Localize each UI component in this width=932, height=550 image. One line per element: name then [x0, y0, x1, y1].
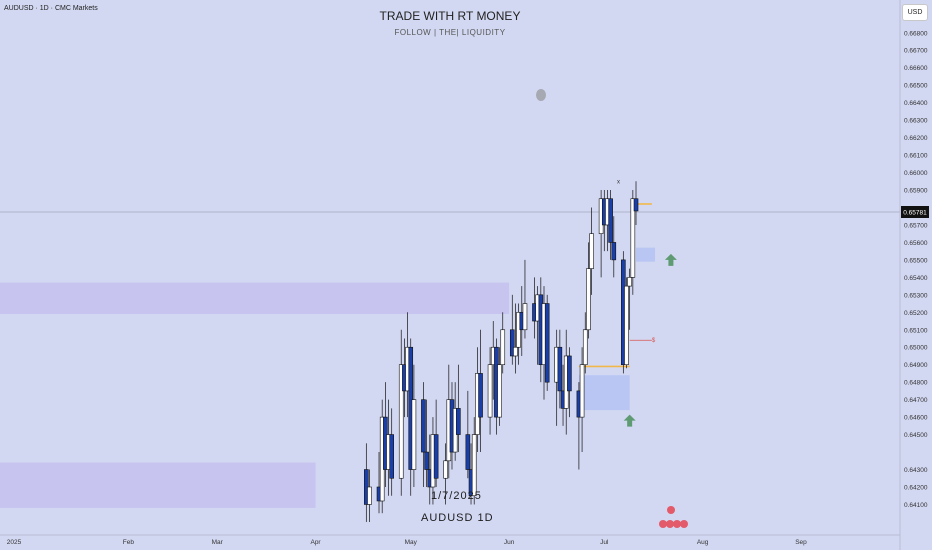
- price-tick-label: 0.65600: [904, 240, 928, 247]
- watermark-date: 1/7/2025: [431, 490, 482, 502]
- symbol-label: AUDUSD · 1D · CMC Markets: [4, 5, 98, 12]
- zone-purple: [0, 282, 510, 315]
- candle: [557, 329, 563, 409]
- current-price-tag: 0.65781: [901, 206, 929, 218]
- price-tick-label: 0.65400: [904, 275, 928, 282]
- zone-blue: [578, 375, 630, 411]
- price-tick-label: 0.65200: [904, 310, 928, 317]
- candle: [471, 417, 477, 505]
- candle: [500, 312, 506, 374]
- zones-layer: [0, 247, 656, 508]
- candle: [487, 347, 493, 435]
- candle: [624, 277, 629, 369]
- time-tick-label: Mar: [212, 539, 224, 546]
- price-tick-label: 0.65700: [904, 222, 928, 229]
- price-tick-label: 0.66000: [904, 170, 928, 177]
- candle: [367, 469, 372, 522]
- price-tick-label: 0.65000: [904, 345, 928, 352]
- candle: [513, 303, 518, 374]
- price-tick-label: 0.66700: [904, 48, 928, 55]
- price-tick-label: 0.65900: [904, 188, 928, 195]
- price-tick-label: 0.64500: [904, 432, 928, 439]
- price-tick-label: 0.66100: [904, 153, 928, 160]
- annotation-label: $: [652, 338, 656, 344]
- candle: [586, 242, 591, 339]
- candle: [567, 347, 572, 418]
- price-axis: 0.66800 0.66700 0.66600 0.66500 0.66400 0.663…: [904, 30, 928, 509]
- price-tick-label: 0.66600: [904, 65, 928, 72]
- candle: [630, 190, 636, 295]
- price-tick-label: 0.66400: [904, 100, 928, 107]
- zone-blue: [636, 247, 656, 262]
- time-tick-label: Aug: [697, 539, 709, 546]
- candle: [633, 181, 639, 225]
- price-tick-label: 0.64900: [904, 362, 928, 369]
- annotations-layer: $x: [617, 179, 677, 427]
- candle: [389, 408, 395, 496]
- time-axis: 2025 Feb Mar Apr May Jun Jul Aug Sep: [7, 539, 807, 546]
- annotation-label: x: [617, 179, 620, 185]
- watermark-pair: AUDUSD 1D: [421, 512, 494, 524]
- candle: [589, 207, 594, 295]
- price-tick-label: 0.64800: [904, 380, 928, 387]
- candle: [579, 347, 585, 453]
- time-tick-label: May: [405, 539, 418, 546]
- chart-subtitle: FOLLOW | THE| LIQUIDITY: [394, 28, 506, 37]
- candle: [608, 190, 613, 260]
- time-tick-label: Jul: [600, 539, 609, 546]
- time-tick-label: Jun: [504, 539, 515, 546]
- candle: [443, 443, 448, 505]
- candle: [627, 268, 632, 330]
- candle: [465, 390, 471, 479]
- gray-dot-marker: [536, 89, 546, 101]
- candle: [456, 364, 461, 453]
- candle: [398, 329, 404, 496]
- event-icons[interactable]: [659, 506, 688, 528]
- time-tick-label: Feb: [123, 539, 135, 546]
- candle: [364, 443, 369, 522]
- candle: [478, 329, 483, 453]
- price-tick-label: 0.66800: [904, 30, 928, 37]
- candle: [411, 364, 417, 487]
- candle: [421, 382, 426, 487]
- zone-purple: [0, 462, 316, 508]
- price-tick-label: 0.65300: [904, 292, 928, 299]
- chart-title: TRADE WITH RT MONEY: [379, 9, 521, 23]
- time-tick-label: Sep: [795, 539, 807, 546]
- levels-layer: [578, 203, 652, 368]
- price-tick-label: 0.66200: [904, 135, 928, 142]
- arrow-up-icon: [623, 414, 636, 427]
- candle: [497, 347, 502, 426]
- price-tick-label: 0.65500: [904, 257, 928, 264]
- time-tick-label: 2025: [7, 539, 22, 546]
- candle: [611, 216, 617, 278]
- candle: [544, 294, 550, 391]
- price-tick-label: 0.64100: [904, 502, 928, 509]
- candle: [433, 399, 439, 487]
- candles-layer: [364, 181, 639, 522]
- price-tick-label: 0.66300: [904, 118, 928, 125]
- time-tick-label: Apr: [310, 539, 321, 546]
- currency-button[interactable]: USD: [902, 4, 928, 21]
- price-tick-label: 0.64200: [904, 485, 928, 492]
- price-tick-label: 0.64700: [904, 397, 928, 404]
- current-price-value: 0.65781: [903, 210, 927, 217]
- price-tick-label: 0.65100: [904, 327, 928, 334]
- price-tick-label: 0.64600: [904, 415, 928, 422]
- arrow-up-icon: [664, 253, 677, 266]
- price-tick-label: 0.66500: [904, 83, 928, 90]
- candle: [582, 312, 588, 374]
- price-tick-label: 0.64300: [904, 467, 928, 474]
- candle: [522, 259, 528, 339]
- candle: [424, 399, 429, 487]
- candle: [509, 294, 515, 365]
